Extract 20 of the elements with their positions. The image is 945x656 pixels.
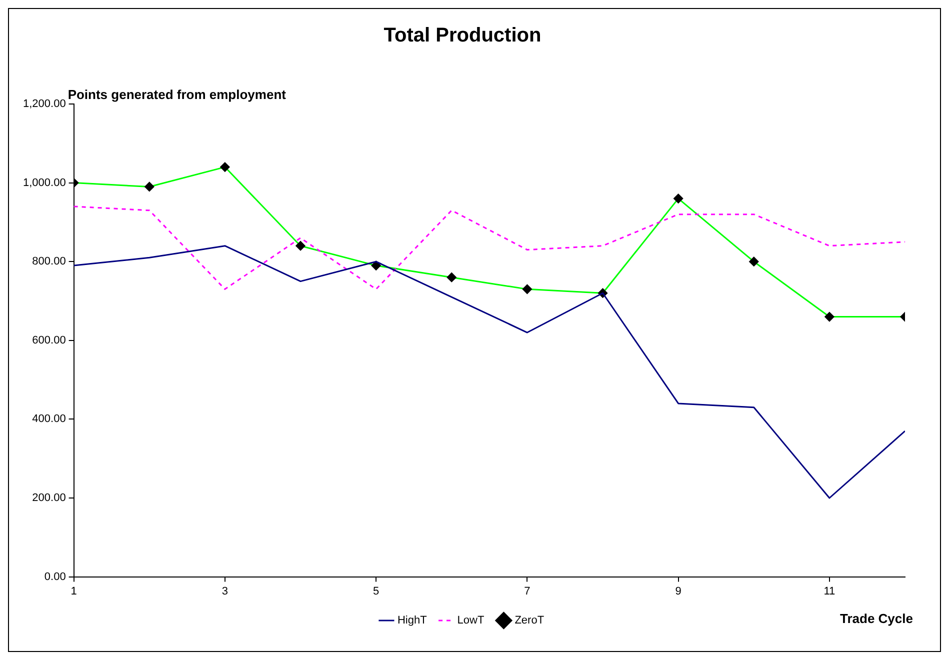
legend-label: HighT: [397, 614, 428, 627]
x-tick-label: 5: [373, 585, 380, 598]
y-tick-label: 400.00: [32, 413, 66, 426]
y-tick-label: 1,200.00: [22, 98, 66, 110]
legend-label: ZeroT: [514, 614, 544, 627]
legend-label: LowT: [457, 614, 484, 627]
y-tick-label: 1,000.00: [22, 176, 66, 189]
y-axis-title: Points generated from employment: [68, 87, 287, 102]
x-tick-label: 1: [70, 585, 77, 598]
y-tick-label: 600.00: [32, 334, 66, 346]
y-tick-label: 800.00: [32, 256, 66, 268]
x-tick-label: 7: [524, 585, 530, 598]
y-tick-label: 0.00: [44, 570, 66, 583]
x-tick-label: 11: [824, 585, 836, 598]
x-tick-label: 3: [222, 585, 228, 598]
line-series: [74, 206, 905, 290]
chart-title: Total Production: [384, 24, 542, 47]
y-tick-label: 200.00: [32, 492, 66, 504]
x-tick-label: 9: [675, 585, 682, 598]
x-axis-title: Trade Cycle: [840, 610, 913, 626]
